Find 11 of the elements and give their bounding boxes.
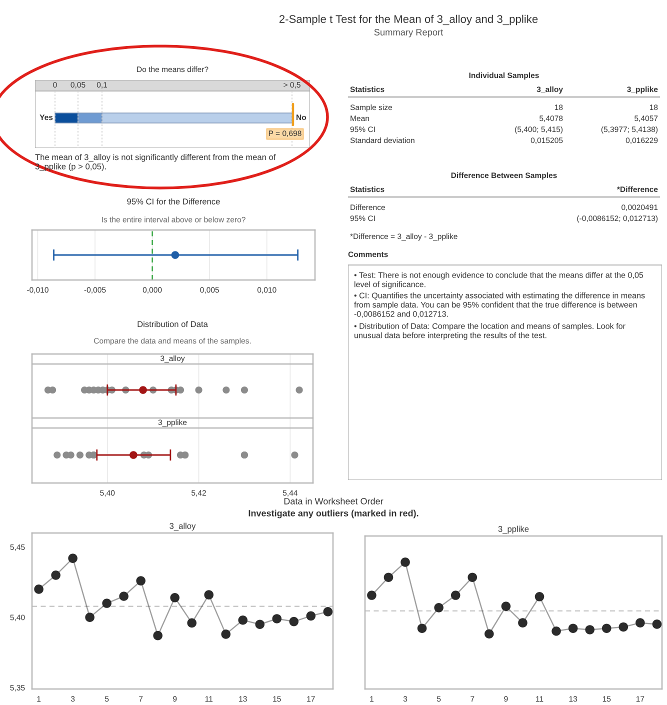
text: Summary Report (374, 28, 444, 38)
text: • CI: Quantifies the uncertainty associated with estimating the difference in means from sample data. You can be 95% confident that the true difference is between -0,0086152 and 0,012713. (354, 292, 645, 318)
chart-title: 3_pplike (498, 526, 529, 534)
chart-title: 3_alloy (170, 522, 196, 531)
text: Investigate any outliers (marked in red). (248, 510, 418, 518)
chart-title: Distribution of Data (138, 320, 208, 328)
text: • Distribution of Data: Compare the location and means of samples. Look for unusual data before interpreting the results of the test. (354, 323, 626, 340)
text: Data in Worksheet Order (284, 498, 384, 504)
text: • Test: There is not enough evidence to conclude that the means differ at the 0,05 level of significance. (354, 272, 644, 289)
text: 2-Sample t Test for the Mean of 3_alloy and 3_pplike (279, 14, 538, 26)
chart-title: 95% CI for the Difference (127, 198, 220, 204)
